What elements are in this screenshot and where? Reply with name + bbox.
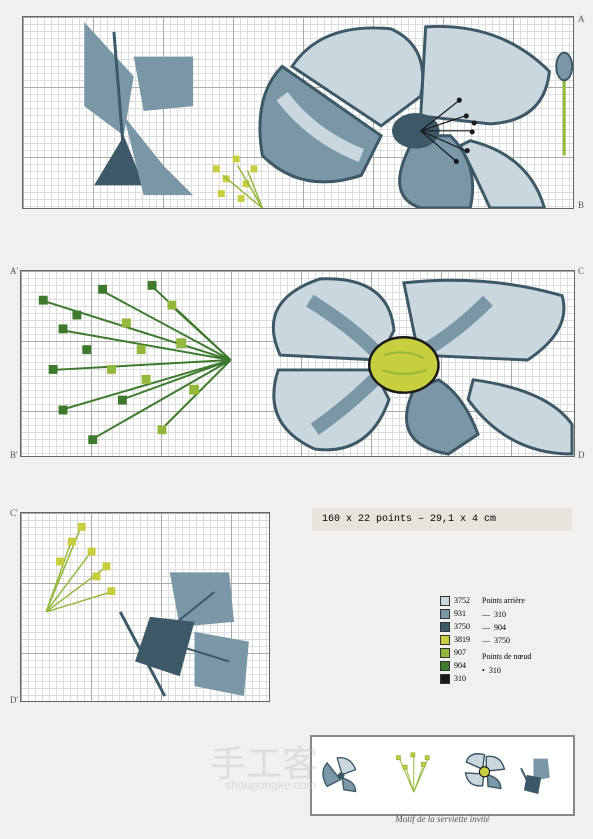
label-c-bl: D'	[10, 695, 18, 705]
chart-panel-b	[20, 270, 575, 457]
label-a-br: B	[578, 200, 584, 210]
knot-title: Points de nœud	[482, 651, 531, 663]
preview-svg	[318, 743, 567, 803]
legend-item: 310	[440, 673, 470, 685]
pattern-b-svg	[21, 271, 574, 456]
legend-item: 931	[440, 608, 470, 620]
legend-item: 3750	[440, 621, 470, 633]
legend-item: 904	[440, 660, 470, 672]
pattern-c-svg	[21, 513, 269, 701]
label-b-tr: C	[578, 266, 584, 276]
pattern-a-svg	[23, 17, 573, 208]
preview-caption: Motif de la serviette invité	[310, 814, 575, 824]
legend-knot: •310	[482, 665, 531, 677]
chart-panel-c	[20, 512, 270, 702]
dimensions-text: 160 x 22 points – 29,1 x 4 cm	[322, 514, 496, 525]
label-b-br: D	[578, 450, 585, 460]
legend-back: —310	[482, 609, 531, 621]
preview-finished	[310, 735, 575, 816]
color-legend: 3752 931 3750 3819 907 904 310 Points ar…	[440, 595, 580, 686]
label-c-tl: C'	[10, 508, 18, 518]
dimensions-info: 160 x 22 points – 29,1 x 4 cm	[312, 508, 572, 531]
legend-item: 3819	[440, 634, 470, 646]
chart-panel-a	[22, 16, 574, 209]
watermark-sub: shougongke.com	[225, 778, 316, 792]
label-b-bl: B'	[10, 450, 18, 460]
legend-back: —3750	[482, 635, 531, 647]
label-a-tr: A	[578, 14, 585, 24]
backstitch-title: Points arrière	[482, 595, 531, 607]
legend-item: 3752	[440, 595, 470, 607]
label-b-tl: A'	[10, 266, 18, 276]
legend-back: —904	[482, 622, 531, 634]
legend-item: 907	[440, 647, 470, 659]
